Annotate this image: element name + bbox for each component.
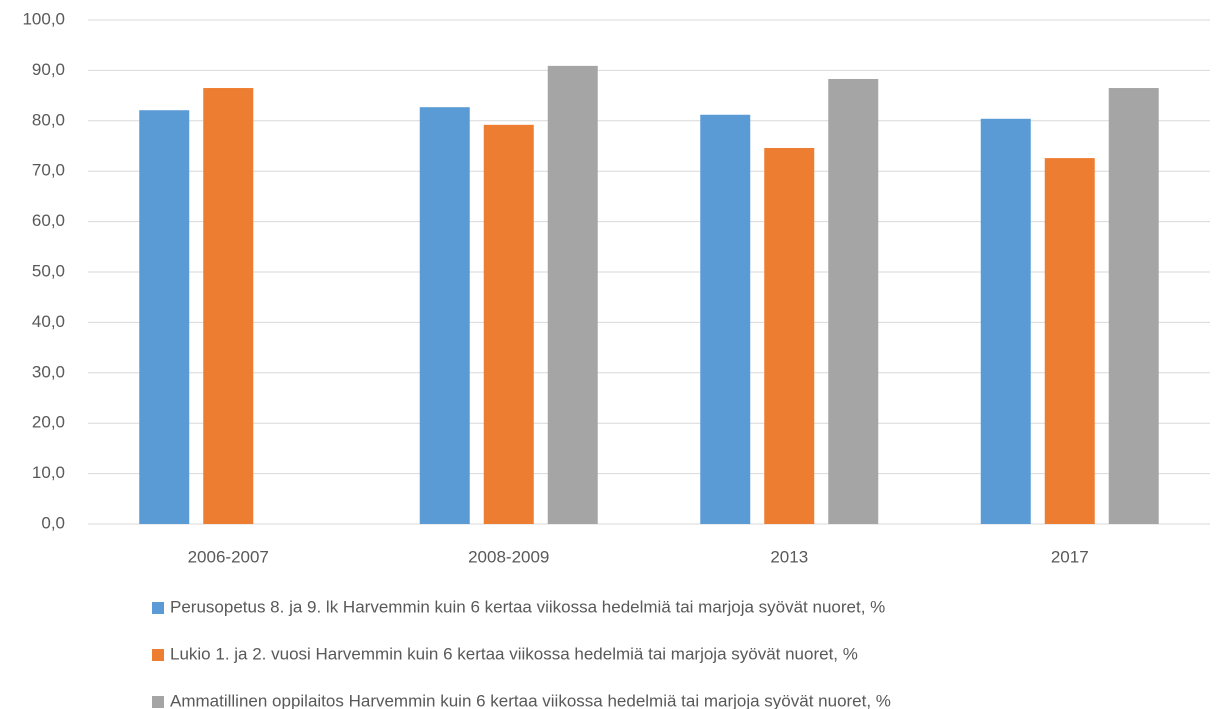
bar <box>980 118 1031 524</box>
y-tick-label: 90,0 <box>32 60 65 79</box>
y-tick-label: 0,0 <box>41 513 65 532</box>
legend-label: Perusopetus 8. ja 9. lk Harvemmin kuin 6… <box>170 597 885 616</box>
x-tick-label: 2017 <box>1051 547 1089 566</box>
y-tick-label: 10,0 <box>32 463 65 482</box>
bar <box>700 114 751 524</box>
y-tick-label: 80,0 <box>32 110 65 129</box>
y-tick-label: 40,0 <box>32 312 65 331</box>
bar <box>828 78 879 524</box>
x-tick-label: 2013 <box>770 547 808 566</box>
bar <box>547 65 598 524</box>
bar <box>1108 88 1159 524</box>
y-tick-label: 60,0 <box>32 211 65 230</box>
legend-swatch <box>152 602 164 614</box>
bar <box>1044 158 1095 524</box>
legend-label: Ammatillinen oppilaitos Harvemmin kuin 6… <box>170 691 891 709</box>
legend-swatch <box>152 696 164 708</box>
bar <box>139 110 190 524</box>
y-tick-label: 30,0 <box>32 362 65 381</box>
bar <box>203 88 254 524</box>
legend-swatch <box>152 649 164 661</box>
legend-label: Lukio 1. ja 2. vuosi Harvemmin kuin 6 ke… <box>170 644 858 663</box>
bar <box>419 107 470 524</box>
x-tick-label: 2006-2007 <box>188 547 269 566</box>
bar <box>483 124 534 524</box>
y-tick-label: 70,0 <box>32 161 65 180</box>
bar <box>764 148 815 525</box>
x-tick-label: 2008-2009 <box>468 547 549 566</box>
y-tick-label: 20,0 <box>32 413 65 432</box>
y-tick-label: 50,0 <box>32 261 65 280</box>
y-tick-label: 100,0 <box>22 9 65 28</box>
